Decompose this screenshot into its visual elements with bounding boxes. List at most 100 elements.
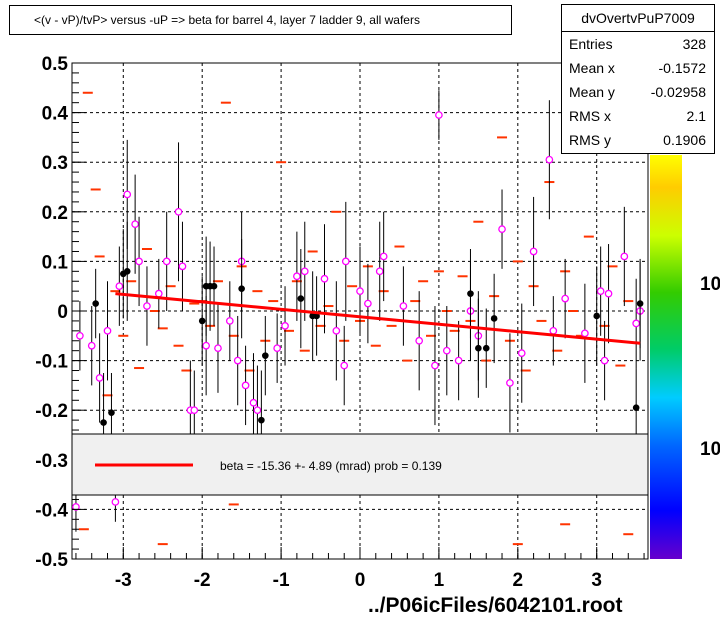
- profile-marker: [131, 220, 139, 229]
- y-tick-label: 0.4: [42, 104, 69, 125]
- y-tick-label: 0.3: [42, 153, 68, 174]
- y-tick-label: -0.1: [35, 352, 68, 373]
- profile-marker: [143, 302, 151, 310]
- profile-marker: [379, 252, 388, 261]
- black-point: [490, 315, 498, 322]
- profile-marker: [320, 274, 329, 283]
- profile-marker: [596, 287, 605, 296]
- stats-row-rms-x: RMS x 2.1: [569, 108, 706, 124]
- profile-marker: [442, 346, 451, 355]
- black-point: [210, 282, 218, 290]
- profile-marker: [162, 257, 171, 266]
- profile-marker: [399, 302, 408, 310]
- black-point: [632, 404, 640, 412]
- profile-marker: [435, 111, 443, 119]
- profile-marker: [115, 282, 124, 291]
- profile-marker: [76, 331, 84, 340]
- profile-marker: [190, 406, 199, 415]
- black-point: [482, 344, 490, 352]
- stats-row-rms-y: RMS y 0.1906: [569, 132, 706, 148]
- black-point: [467, 290, 474, 297]
- profile-marker: [103, 326, 112, 335]
- profile-marker: [340, 361, 349, 370]
- profile-marker: [253, 406, 262, 415]
- profile-marker: [174, 207, 183, 216]
- profile-marker: [341, 257, 350, 266]
- x-tick-label: 1: [434, 570, 445, 591]
- profile-marker: [178, 262, 187, 271]
- z-axis-label-lower: 10: [700, 439, 720, 460]
- profile-marker: [431, 361, 439, 370]
- profile-marker: [506, 379, 514, 387]
- profile-marker: [273, 344, 282, 353]
- profile-marker: [632, 319, 641, 328]
- profile-marker: [332, 326, 341, 335]
- profile-marker: [95, 374, 104, 382]
- profile-marker: [561, 294, 570, 303]
- y-tick-label: 0: [57, 302, 68, 323]
- profile-marker: [87, 341, 96, 350]
- black-point: [198, 317, 206, 325]
- profile-marker: [225, 317, 234, 325]
- profile-marker: [549, 326, 558, 335]
- profile-marker: [72, 503, 80, 511]
- plot-title: <(v - vP)/tvP> versus -uP => beta for ba…: [9, 5, 512, 35]
- profile-marker: [202, 341, 210, 350]
- profile-marker: [135, 257, 143, 266]
- profile-marker: [498, 225, 506, 234]
- y-tick-labels: -0.5 -0.4 -0.3 -0.2 -0.1 0 0.1 0.2 0.3 0.4 0.5: [35, 54, 68, 571]
- x-tick-label: -1: [273, 570, 290, 591]
- stats-box: dvOvertvPuP7009 Entries 328 Mean x -0.1572…: [561, 4, 715, 154]
- stats-row-mean-x: Mean x -0.1572: [569, 60, 706, 76]
- profile-marker: [364, 299, 372, 308]
- profile-marker: [529, 247, 538, 256]
- plot-title-text: <(v - vP)/tvP> versus -uP => beta for ba…: [34, 13, 420, 27]
- profile-marker: [111, 498, 120, 506]
- profile-marker: [581, 329, 589, 338]
- profile-marker: [545, 155, 554, 164]
- black-point: [100, 419, 107, 426]
- profile-marker: [249, 398, 258, 407]
- y-tick-label: 0.1: [42, 252, 69, 273]
- profile-marker: [620, 252, 629, 261]
- legend-box: beta = -15.36 +- 4.89 (mrad) prob = 0.13…: [71, 433, 649, 496]
- x-tick-label: 2: [513, 570, 524, 591]
- black-point: [258, 416, 265, 424]
- profile-marker: [356, 287, 364, 296]
- profile-marker: [375, 267, 384, 276]
- fit-line: [115, 292, 641, 345]
- axis-ticks: [72, 62, 645, 560]
- black-point: [92, 300, 99, 307]
- color-scale: [650, 155, 682, 559]
- stats-name: dvOvertvPuP7009: [562, 5, 714, 32]
- black-point: [636, 300, 644, 307]
- stats-row-mean-y: Mean y -0.02958: [569, 84, 706, 100]
- profile-marker: [517, 349, 526, 358]
- profile-marker: [214, 344, 222, 353]
- y-tick-label: -0.4: [35, 500, 68, 521]
- y-tick-label: 0.5: [42, 54, 69, 75]
- profile-marker: [123, 190, 132, 199]
- black-points: [92, 221, 644, 473]
- black-point: [238, 285, 245, 292]
- z-axis-label-upper: 10: [700, 274, 720, 295]
- profile-marker: [604, 289, 613, 298]
- black-point: [593, 312, 601, 320]
- profile-marker: [233, 356, 242, 365]
- profile-marker: [293, 272, 301, 281]
- profile-marker: [241, 381, 250, 390]
- stats-row-entries: Entries 328: [569, 36, 706, 52]
- black-point: [475, 344, 482, 352]
- black-point: [123, 268, 131, 275]
- profile-marker: [600, 356, 609, 365]
- y-tick-label: 0.2: [42, 203, 68, 224]
- profile-marker: [300, 267, 309, 276]
- profile-marker: [415, 336, 424, 345]
- black-point: [262, 352, 269, 359]
- black-point: [297, 295, 305, 302]
- legend-text: beta = -15.36 +- 4.89 (mrad) prob = 0.13…: [220, 459, 442, 473]
- profile-marker: [154, 289, 163, 298]
- x-tick-labels: -3 -2 -1 0 1 2 3: [115, 570, 602, 591]
- profile-marker: [281, 322, 289, 330]
